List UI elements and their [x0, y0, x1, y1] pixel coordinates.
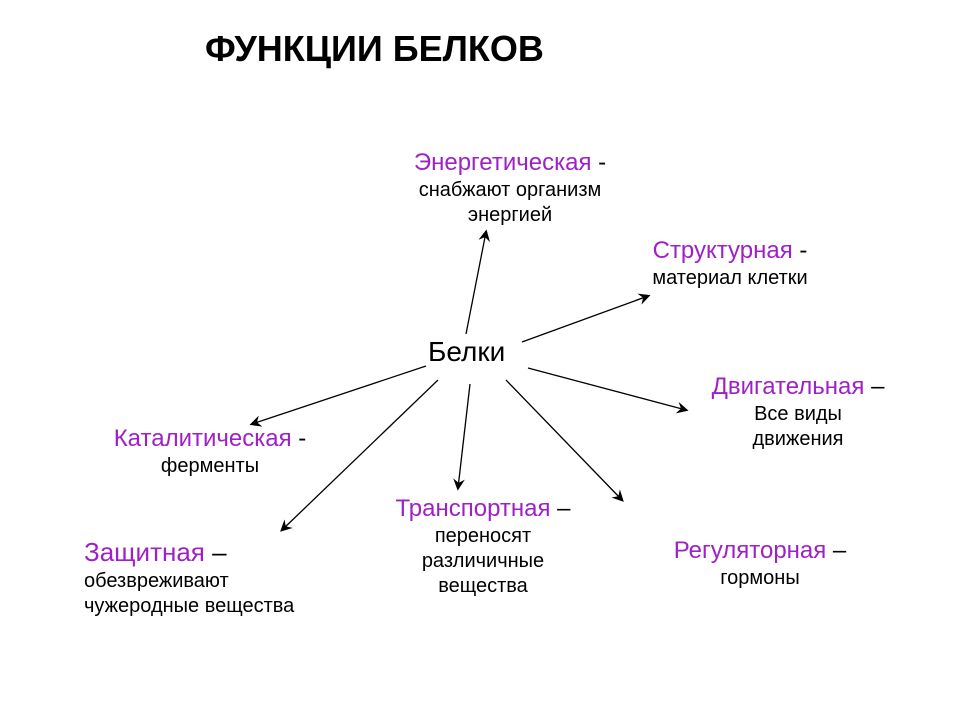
node-motor-title-line: Двигательная – — [678, 372, 918, 402]
node-energetic-desc-line: снабжают организм — [380, 178, 640, 203]
node-regulatory: Регуляторная –гормоны — [640, 536, 880, 591]
node-protective-name: Защитная — [84, 537, 205, 567]
node-transport-desc-line: различичные — [368, 549, 598, 574]
node-structural-title-line: Структурная - — [610, 236, 850, 266]
node-transport-sep: – — [551, 495, 571, 522]
node-regulatory-title-line: Регуляторная – — [640, 536, 880, 566]
node-structural-desc-line: материал клетки — [610, 266, 850, 291]
arrow-regulatory — [506, 380, 622, 500]
node-regulatory-name: Регуляторная — [674, 537, 827, 564]
arrow-structural — [522, 296, 648, 342]
node-energetic: Энергетическая -снабжают организмэнергие… — [380, 148, 640, 228]
node-transport-title-line: Транспортная – — [368, 494, 598, 524]
node-protective: Защитная –обезвреживаютчужеродные вещест… — [84, 536, 384, 619]
node-regulatory-desc-line: гормоны — [640, 566, 880, 591]
node-transport-desc-line: вещества — [368, 574, 598, 599]
node-motor-name: Двигательная — [712, 373, 865, 400]
node-energetic-name: Энергетическая — [414, 149, 592, 176]
arrow-motor — [528, 368, 686, 410]
node-catalytic-sep: - — [292, 425, 307, 452]
node-catalytic: Каталитическая -ферменты — [70, 424, 350, 479]
node-structural-sep: - — [793, 237, 808, 264]
node-transport-name: Транспортная — [395, 495, 550, 522]
node-motor-desc-line: Все виды — [678, 402, 918, 427]
node-energetic-title-line: Энергетическая - — [380, 148, 640, 178]
node-transport-desc-line: переносят — [368, 524, 598, 549]
node-structural: Структурная -материал клетки — [610, 236, 850, 291]
node-protective-desc-line: чужеродные вещества — [84, 594, 384, 619]
node-motor: Двигательная –Все видыдвижения — [678, 372, 918, 452]
center-node: Белки — [428, 336, 505, 368]
node-protective-sep: – — [205, 537, 227, 567]
node-motor-sep: – — [864, 373, 884, 400]
arrow-catalytic — [252, 366, 426, 424]
node-structural-name: Структурная — [653, 237, 793, 264]
node-regulatory-sep: – — [826, 537, 846, 564]
node-transport: Транспортная –переносятразличичныевещест… — [368, 494, 598, 599]
arrow-energetic — [466, 232, 486, 334]
node-energetic-sep: - — [591, 149, 606, 176]
node-catalytic-desc-line: ферменты — [70, 454, 350, 479]
node-catalytic-name: Каталитическая — [114, 425, 292, 452]
node-motor-desc-line: движения — [678, 427, 918, 452]
node-protective-desc-line: обезвреживают — [84, 569, 384, 594]
node-protective-title-line: Защитная – — [84, 536, 384, 569]
page-title: ФУНКЦИИ БЕЛКОВ — [205, 28, 544, 70]
node-energetic-desc-line: энергией — [380, 203, 640, 228]
node-catalytic-title-line: Каталитическая - — [70, 424, 350, 454]
arrow-transport — [458, 384, 470, 488]
diagram-canvas: ФУНКЦИИ БЕЛКОВ Белки Энергетическая -сна… — [0, 0, 960, 720]
